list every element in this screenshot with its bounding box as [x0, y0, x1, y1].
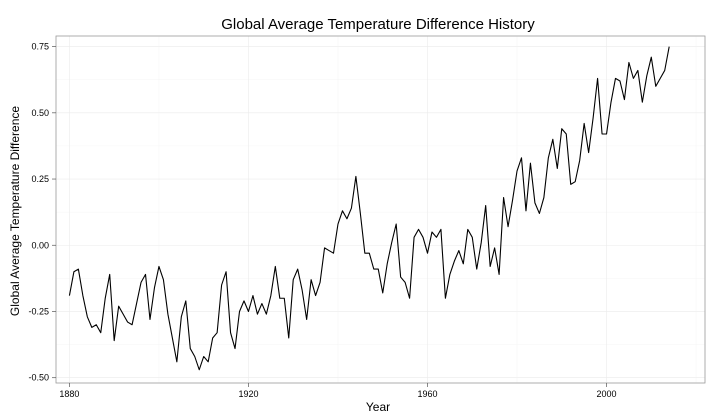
x-tick-label: 1920 [238, 389, 258, 399]
plot-panel-border [55, 35, 706, 384]
y-tick-label: 0.50 [31, 108, 49, 118]
y-tick-label: -0.50 [28, 373, 49, 383]
x-tick-label: 1960 [417, 389, 437, 399]
x-axis: 1880 1920 1960 2000 [59, 383, 617, 399]
chart-title: Global Average Temperature Difference Hi… [221, 16, 535, 33]
y-axis-title: Global Average Temperature Difference [8, 106, 22, 316]
y-tick-label: 0.25 [31, 174, 49, 184]
temperature-series-line [68, 46, 670, 371]
y-tick-label: -0.25 [28, 306, 49, 316]
grid-lines [56, 36, 705, 383]
y-tick-label: 0.00 [31, 240, 49, 250]
y-axis: -0.50 -0.25 0.00 0.25 0.50 0.75 [28, 42, 56, 383]
x-tick-label: 2000 [597, 389, 617, 399]
y-tick-label: 0.75 [31, 42, 49, 52]
x-axis-title: Year [366, 400, 390, 414]
x-tick-label: 1880 [59, 389, 79, 399]
series-layer [68, 46, 670, 371]
